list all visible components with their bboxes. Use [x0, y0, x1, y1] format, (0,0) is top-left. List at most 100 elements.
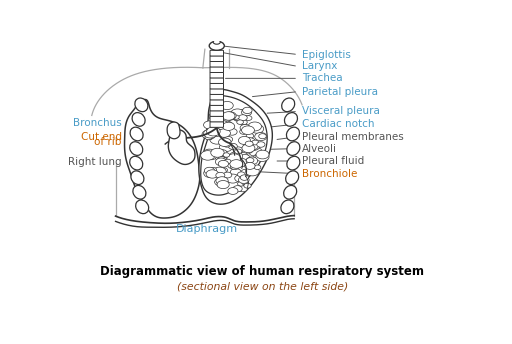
- Circle shape: [215, 155, 224, 161]
- Circle shape: [223, 172, 232, 178]
- Circle shape: [240, 109, 249, 115]
- Circle shape: [239, 115, 247, 121]
- Circle shape: [234, 149, 242, 154]
- FancyBboxPatch shape: [210, 116, 224, 122]
- FancyBboxPatch shape: [210, 78, 224, 84]
- Circle shape: [239, 176, 249, 183]
- Circle shape: [240, 129, 248, 135]
- Circle shape: [210, 135, 224, 144]
- Circle shape: [253, 154, 262, 161]
- Ellipse shape: [282, 98, 295, 112]
- Text: Pleural membranes: Pleural membranes: [302, 132, 404, 142]
- Circle shape: [228, 187, 238, 194]
- Circle shape: [228, 113, 235, 118]
- Circle shape: [216, 177, 228, 185]
- Circle shape: [209, 112, 222, 121]
- Circle shape: [245, 116, 252, 120]
- Circle shape: [240, 125, 250, 131]
- FancyBboxPatch shape: [210, 67, 224, 73]
- Circle shape: [246, 141, 260, 151]
- FancyBboxPatch shape: [210, 111, 224, 116]
- Circle shape: [240, 175, 248, 180]
- Text: (sectional view on the left side): (sectional view on the left side): [177, 281, 348, 291]
- Circle shape: [211, 148, 224, 157]
- Ellipse shape: [132, 112, 145, 126]
- Circle shape: [216, 172, 225, 179]
- Ellipse shape: [213, 40, 220, 44]
- Circle shape: [204, 167, 215, 174]
- Circle shape: [206, 153, 217, 160]
- FancyBboxPatch shape: [210, 105, 224, 111]
- Circle shape: [238, 186, 247, 192]
- Text: Pleural fluid: Pleural fluid: [302, 156, 365, 166]
- Circle shape: [204, 150, 213, 156]
- Circle shape: [246, 149, 252, 153]
- Ellipse shape: [287, 156, 300, 170]
- Circle shape: [214, 121, 225, 128]
- Circle shape: [244, 183, 251, 188]
- Circle shape: [222, 112, 235, 120]
- Circle shape: [204, 169, 217, 178]
- Circle shape: [220, 161, 227, 166]
- Circle shape: [224, 159, 231, 164]
- Circle shape: [246, 137, 253, 141]
- Circle shape: [228, 162, 238, 169]
- Circle shape: [220, 121, 233, 129]
- Circle shape: [205, 135, 212, 140]
- Ellipse shape: [286, 171, 298, 184]
- Circle shape: [236, 158, 244, 163]
- Circle shape: [242, 180, 248, 185]
- Text: Epiglottis: Epiglottis: [302, 50, 351, 60]
- Circle shape: [204, 129, 217, 138]
- Circle shape: [240, 154, 250, 162]
- Circle shape: [243, 138, 255, 146]
- FancyBboxPatch shape: [210, 50, 224, 56]
- Circle shape: [228, 143, 238, 149]
- Circle shape: [238, 181, 245, 186]
- Circle shape: [237, 120, 243, 125]
- Circle shape: [227, 154, 241, 163]
- Circle shape: [207, 127, 220, 136]
- Circle shape: [246, 133, 254, 138]
- Circle shape: [245, 141, 253, 146]
- Circle shape: [230, 160, 243, 168]
- FancyBboxPatch shape: [210, 56, 224, 62]
- Circle shape: [217, 181, 229, 189]
- Circle shape: [224, 137, 232, 142]
- Circle shape: [259, 134, 266, 139]
- Circle shape: [226, 155, 234, 161]
- Circle shape: [245, 162, 255, 169]
- Circle shape: [248, 122, 262, 131]
- Circle shape: [201, 151, 215, 160]
- Circle shape: [233, 186, 242, 192]
- Circle shape: [256, 150, 269, 159]
- Circle shape: [242, 109, 251, 116]
- Circle shape: [204, 149, 215, 157]
- Circle shape: [223, 122, 234, 130]
- Text: of rib: of rib: [94, 138, 121, 148]
- Ellipse shape: [130, 142, 143, 155]
- Circle shape: [225, 113, 236, 120]
- Circle shape: [215, 120, 228, 129]
- Circle shape: [234, 158, 247, 167]
- Circle shape: [246, 158, 254, 163]
- Circle shape: [212, 130, 221, 137]
- Circle shape: [220, 168, 227, 173]
- Circle shape: [241, 169, 250, 176]
- Circle shape: [222, 116, 231, 121]
- Ellipse shape: [133, 185, 146, 199]
- Circle shape: [238, 172, 245, 177]
- Circle shape: [239, 137, 250, 144]
- Circle shape: [242, 144, 255, 153]
- Circle shape: [229, 152, 243, 161]
- Ellipse shape: [130, 156, 143, 170]
- Circle shape: [233, 114, 244, 121]
- Circle shape: [241, 125, 249, 130]
- Circle shape: [221, 101, 233, 110]
- FancyBboxPatch shape: [210, 83, 224, 89]
- Text: Right lung: Right lung: [68, 157, 121, 167]
- Circle shape: [254, 132, 267, 141]
- Circle shape: [210, 168, 217, 172]
- Circle shape: [240, 120, 247, 125]
- FancyBboxPatch shape: [210, 61, 224, 67]
